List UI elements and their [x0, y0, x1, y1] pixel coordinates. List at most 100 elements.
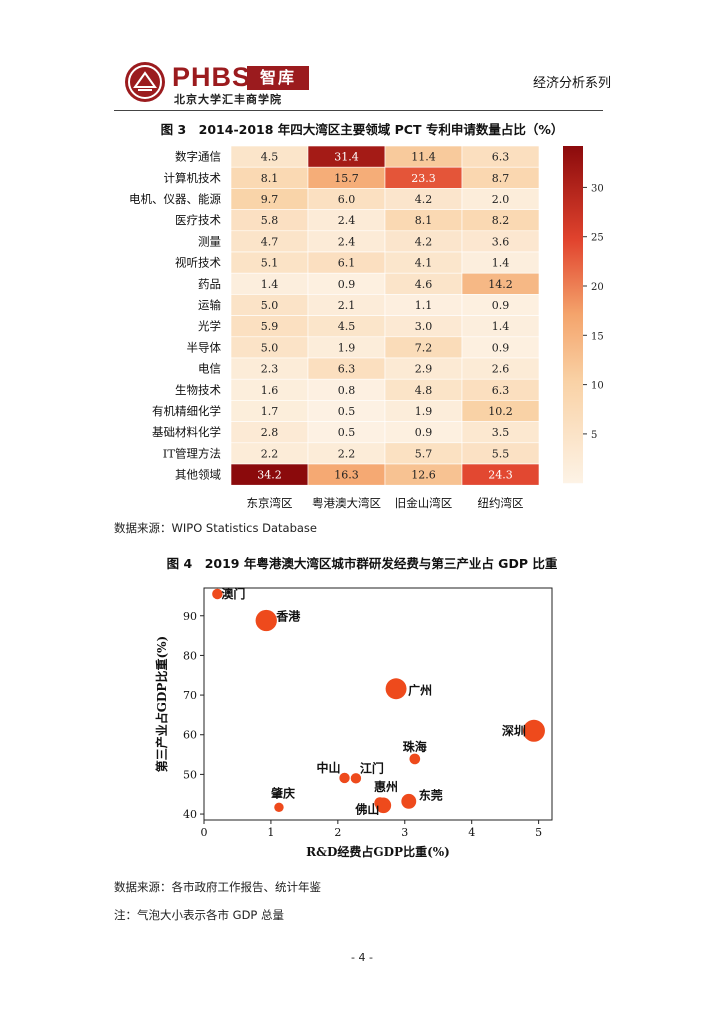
city-label: 肇庆	[271, 785, 295, 800]
heatmap-cell-value: 1.9	[415, 405, 433, 418]
heatmap-row-label: IT管理方法	[163, 446, 221, 460]
heatmap-cell-value: 2.2	[338, 447, 356, 460]
heatmap-cell-value: 0.9	[492, 341, 510, 354]
heatmap-cell-value: 1.4	[492, 257, 510, 270]
heatmap-cell	[461, 463, 540, 486]
phbs-logo-icon	[125, 62, 165, 102]
figure3-source: 数据来源：WIPO Statistics Database	[114, 521, 318, 535]
heatmap-cell-value: 5.5	[492, 447, 510, 460]
heatmap-cell-value: 5.9	[261, 320, 279, 333]
series-label: 经济分析系列	[532, 76, 611, 91]
heatmap-cell-value: 3.0	[415, 320, 433, 333]
colorbar-tick-label: 10	[591, 381, 604, 392]
heatmap-cell-value: 3.5	[492, 426, 510, 439]
heatmap-cell-value: 4.1	[415, 257, 433, 270]
heatmap-row-label: 运输	[198, 298, 221, 312]
city-label: 惠州	[374, 779, 398, 794]
heatmap-row-label: 半导体	[187, 340, 222, 354]
city-bubble	[385, 678, 407, 700]
city-label: 广州	[408, 683, 432, 698]
y-tick-label: 70	[183, 689, 197, 702]
colorbar-tick-label: 25	[591, 233, 604, 244]
figure4-title: 图 4 2019 年粤港澳大湾区城市群研发经费与第三产业占 GDP 比重	[166, 556, 558, 571]
heatmap-cell-value: 2.8	[261, 426, 279, 439]
city-bubble	[339, 772, 350, 784]
city-bubble	[212, 588, 223, 600]
heatmap-cell-value: 1.1	[415, 299, 433, 312]
heatmap-cell-value: 0.9	[338, 278, 356, 291]
heatmap-cell-value: 8.2	[492, 214, 510, 227]
logo-subtitle: 北京大学汇丰商学院	[174, 93, 282, 106]
heatmap-cell-value: 8.7	[492, 172, 510, 185]
city-label: 香港	[275, 609, 301, 624]
heatmap-cell-value: 4.8	[415, 384, 433, 397]
heatmap-cell-value: 4.5	[338, 320, 356, 333]
heatmap-cell-value: 2.4	[338, 214, 356, 227]
figure4-source: 数据来源：各市政府工作报告、统计年鉴	[114, 880, 321, 894]
y-tick-label: 90	[183, 610, 197, 623]
colorbar-tick-label: 30	[591, 183, 604, 194]
x-axis-label: R&D经费占GDP比重(%)	[306, 844, 450, 859]
heatmap-row-label: 有机精细化学	[152, 404, 221, 418]
city-label: 江门	[360, 760, 384, 775]
city-label: 深圳	[502, 723, 526, 738]
heatmap-cell-value: 0.8	[338, 384, 356, 397]
heatmap-cell-value: 1.6	[261, 384, 279, 397]
colorbar	[563, 146, 583, 484]
heatmap-row-label: 计算机技术	[164, 171, 222, 185]
y-axis-label: 第三产业占GDP比重(%)	[154, 636, 169, 772]
x-tick-label: 3	[401, 826, 408, 839]
header-divider	[114, 110, 603, 111]
heatmap-cell-value: 6.3	[338, 363, 356, 376]
heatmap-cell-value: 6.3	[492, 151, 510, 164]
figure4-scatter: 0 1 2 3 4 5 40 50 60 70 80 90 R&D经费占GDP比重(%) 第三产业占GDP…	[154, 586, 553, 859]
heatmap-row-label: 药品	[198, 277, 221, 291]
heatmap-cell-value: 10.2	[488, 405, 513, 418]
heatmap-cell-value: 2.1	[338, 299, 356, 312]
city-label: 澳门	[221, 586, 245, 601]
figure3-heatmap: 数字通信计算机技术电机、仪器、能源医疗技术测量视听技术药品运输光学半导体电信生物…	[129, 145, 604, 510]
logo-badge: 智库	[247, 66, 309, 90]
city-bubble	[409, 753, 421, 765]
heatmap-cell-value: 7.2	[415, 341, 433, 354]
heatmap-cell-value: 15.7	[334, 172, 359, 185]
heatmap-cell-value: 2.4	[338, 235, 356, 248]
heatmap-row-label: 电机、仪器、能源	[129, 192, 221, 206]
heatmap-cell-value: 5.8	[261, 214, 279, 227]
y-tick-label: 40	[183, 808, 197, 821]
colorbar-tick-label: 5	[591, 430, 597, 441]
heatmap-cell-value: 4.2	[415, 193, 433, 206]
heatmap-cell-value: 4.5	[261, 151, 279, 164]
heatmap-cell-value: 1.4	[492, 320, 510, 333]
heatmap-cell-value: 16.3	[334, 469, 359, 482]
city-bubble	[375, 797, 392, 814]
heatmap-cell-value: 1.4	[261, 278, 279, 291]
heatmap-cell-value: 2.6	[492, 363, 510, 376]
heatmap-cell-value: 34.2	[257, 469, 282, 482]
heatmap-cell-value: 8.1	[415, 214, 433, 227]
heatmap-row-label: 电信	[198, 362, 221, 376]
plot-frame	[203, 587, 553, 821]
heatmap-row-label: 数字通信	[175, 150, 221, 164]
city-bubble	[274, 802, 284, 813]
city-label: 佛山	[354, 801, 379, 816]
heatmap-cell-value: 11.4	[411, 151, 436, 164]
heatmap-cell-value: 0.5	[338, 426, 356, 439]
city-bubble	[255, 609, 277, 632]
heatmap-cell-value: 2.9	[415, 363, 433, 376]
page-number: - 4 -	[351, 951, 373, 964]
heatmap-cell-value: 4.6	[415, 278, 433, 291]
heatmap-row-label: 基础材料化学	[152, 425, 221, 439]
x-tick-label: 1	[267, 826, 274, 839]
city-label: 珠海	[403, 739, 427, 754]
x-tick-label: 4	[468, 826, 475, 839]
heatmap-cell-value: 4.2	[415, 235, 433, 248]
heatmap-cell-value: 2.3	[261, 363, 279, 376]
heatmap-row-label: 生物技术	[175, 383, 221, 397]
heatmap-column-label: 东京湾区	[247, 496, 293, 510]
heatmap-cell-value: 5.0	[261, 341, 279, 354]
figure3-title: 图 3 2014-2018 年四大湾区主要领域 PCT 专利申请数量占比（%）	[160, 122, 564, 137]
heatmap-cell-value: 2.0	[492, 193, 510, 206]
heatmap-cell-value: 12.6	[411, 469, 436, 482]
colorbar-tick-label: 20	[591, 282, 604, 293]
